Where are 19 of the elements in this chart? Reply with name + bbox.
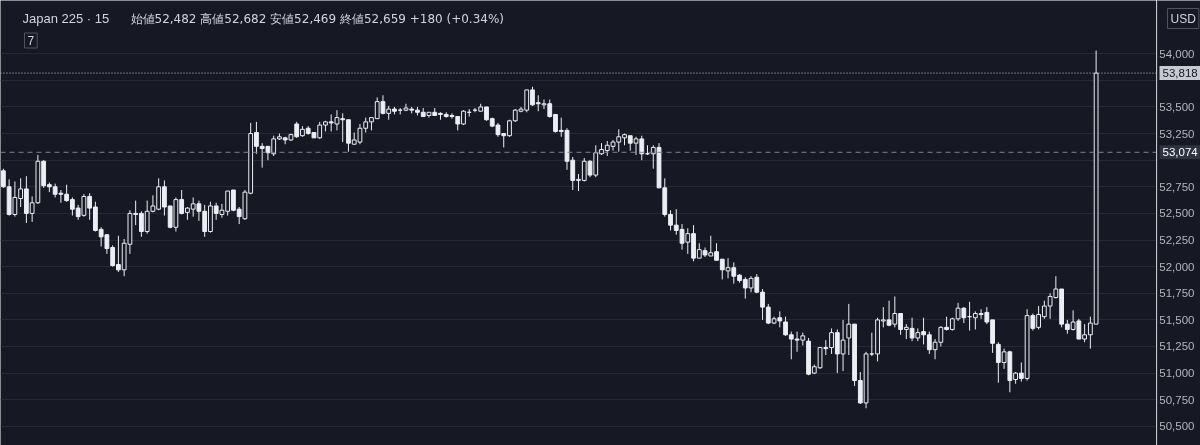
y-tick-label: 54,000 xyxy=(1159,47,1195,60)
y-tick-label: 50,750 xyxy=(1159,393,1195,406)
y-tick-label: 51,750 xyxy=(1159,287,1195,300)
y-tick-label: 51,250 xyxy=(1159,340,1195,353)
y-tick-label: 51,500 xyxy=(1159,313,1195,326)
ref-line-label: 53,074 xyxy=(1162,146,1199,159)
y-tick-label: 51,000 xyxy=(1159,367,1195,380)
y-tick-label: 53,500 xyxy=(1159,100,1195,113)
annotation: 7 xyxy=(27,34,35,48)
text: USD xyxy=(1170,11,1197,26)
ref-line-label: 53,818 xyxy=(1162,67,1198,80)
y-tick-label: 50,500 xyxy=(1159,420,1195,433)
y-tick-label: 53,250 xyxy=(1159,127,1195,140)
y-tick-label: 52,250 xyxy=(1159,234,1195,247)
text: Japan 225 · 15 xyxy=(22,11,110,26)
y-tick-label: 52,500 xyxy=(1159,207,1195,220)
y-tick-label: 52,750 xyxy=(1159,180,1195,193)
y-tick-label: 52,000 xyxy=(1159,260,1195,273)
text: 始値52,482 高値52,682 安値52,469 終値52,659 +180 (+0.34%) xyxy=(130,11,505,26)
